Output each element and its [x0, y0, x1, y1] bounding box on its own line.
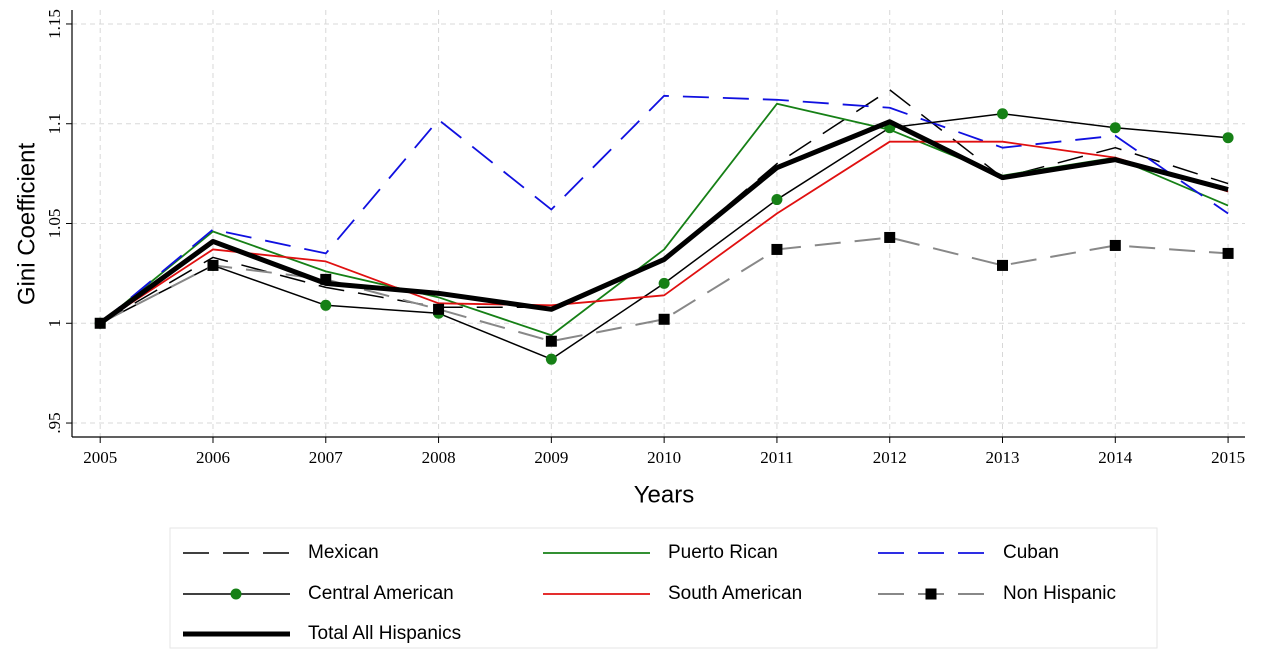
data-point: [658, 313, 670, 325]
data-point: [545, 335, 557, 347]
legend-label: Total All Hispanics: [308, 623, 461, 644]
series-line: [99, 94, 1229, 324]
x-tick-label: 2010: [647, 448, 681, 467]
series-line: [99, 140, 1229, 325]
legend-label: South American: [668, 583, 802, 604]
legend-label: Non Hispanic: [1003, 583, 1116, 604]
x-tick-label: 2005: [83, 448, 117, 467]
legend-label: Mexican: [308, 542, 379, 563]
x-tick-label: 2008: [422, 448, 456, 467]
data-point: [1222, 247, 1234, 259]
data-point: [207, 259, 219, 271]
data-point: [545, 353, 557, 365]
x-tick-label: 2012: [873, 448, 907, 467]
data-point: [997, 108, 1009, 120]
data-point: [884, 231, 896, 243]
data-point: [997, 259, 1009, 271]
y-tick-label: 1: [45, 319, 64, 328]
x-tick-label: 2009: [534, 448, 568, 467]
legend-label: Cuban: [1003, 542, 1059, 563]
data-point: [433, 303, 445, 315]
data-point: [1222, 132, 1234, 144]
x-tick-label: 2014: [1098, 448, 1133, 467]
y-tick-label: .95: [45, 412, 64, 433]
legend-label: Puerto Rican: [668, 542, 778, 563]
legend: [169, 527, 1158, 649]
legend-label: Central American: [308, 583, 454, 604]
y-tick-label: 1.15: [45, 9, 64, 39]
y-tick-label: 1.1: [45, 113, 64, 134]
x-tick-label: 2006: [196, 448, 230, 467]
x-axis-label: Years: [634, 481, 695, 508]
data-point: [658, 277, 670, 289]
x-tick-label: 2011: [760, 448, 793, 467]
x-tick-label: 2013: [986, 448, 1020, 467]
data-point: [771, 243, 783, 255]
series-line: [99, 89, 1229, 324]
data-point: [771, 194, 783, 206]
y-tick-label: 1.05: [45, 209, 64, 239]
data-point: [320, 273, 332, 285]
legend-marker: [925, 588, 937, 600]
series-line: [99, 236, 1229, 343]
data-point: [1109, 122, 1121, 134]
y-axis-label: Gini Coefficient: [13, 143, 40, 306]
data-point: [1109, 239, 1121, 251]
series-line: [98, 119, 1229, 326]
legend-marker: [230, 588, 242, 600]
x-tick-label: 2007: [309, 448, 344, 467]
data-point: [320, 299, 332, 311]
x-tick-label: 2015: [1211, 448, 1245, 467]
